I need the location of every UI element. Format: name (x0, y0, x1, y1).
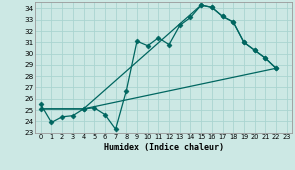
X-axis label: Humidex (Indice chaleur): Humidex (Indice chaleur) (104, 143, 224, 152)
